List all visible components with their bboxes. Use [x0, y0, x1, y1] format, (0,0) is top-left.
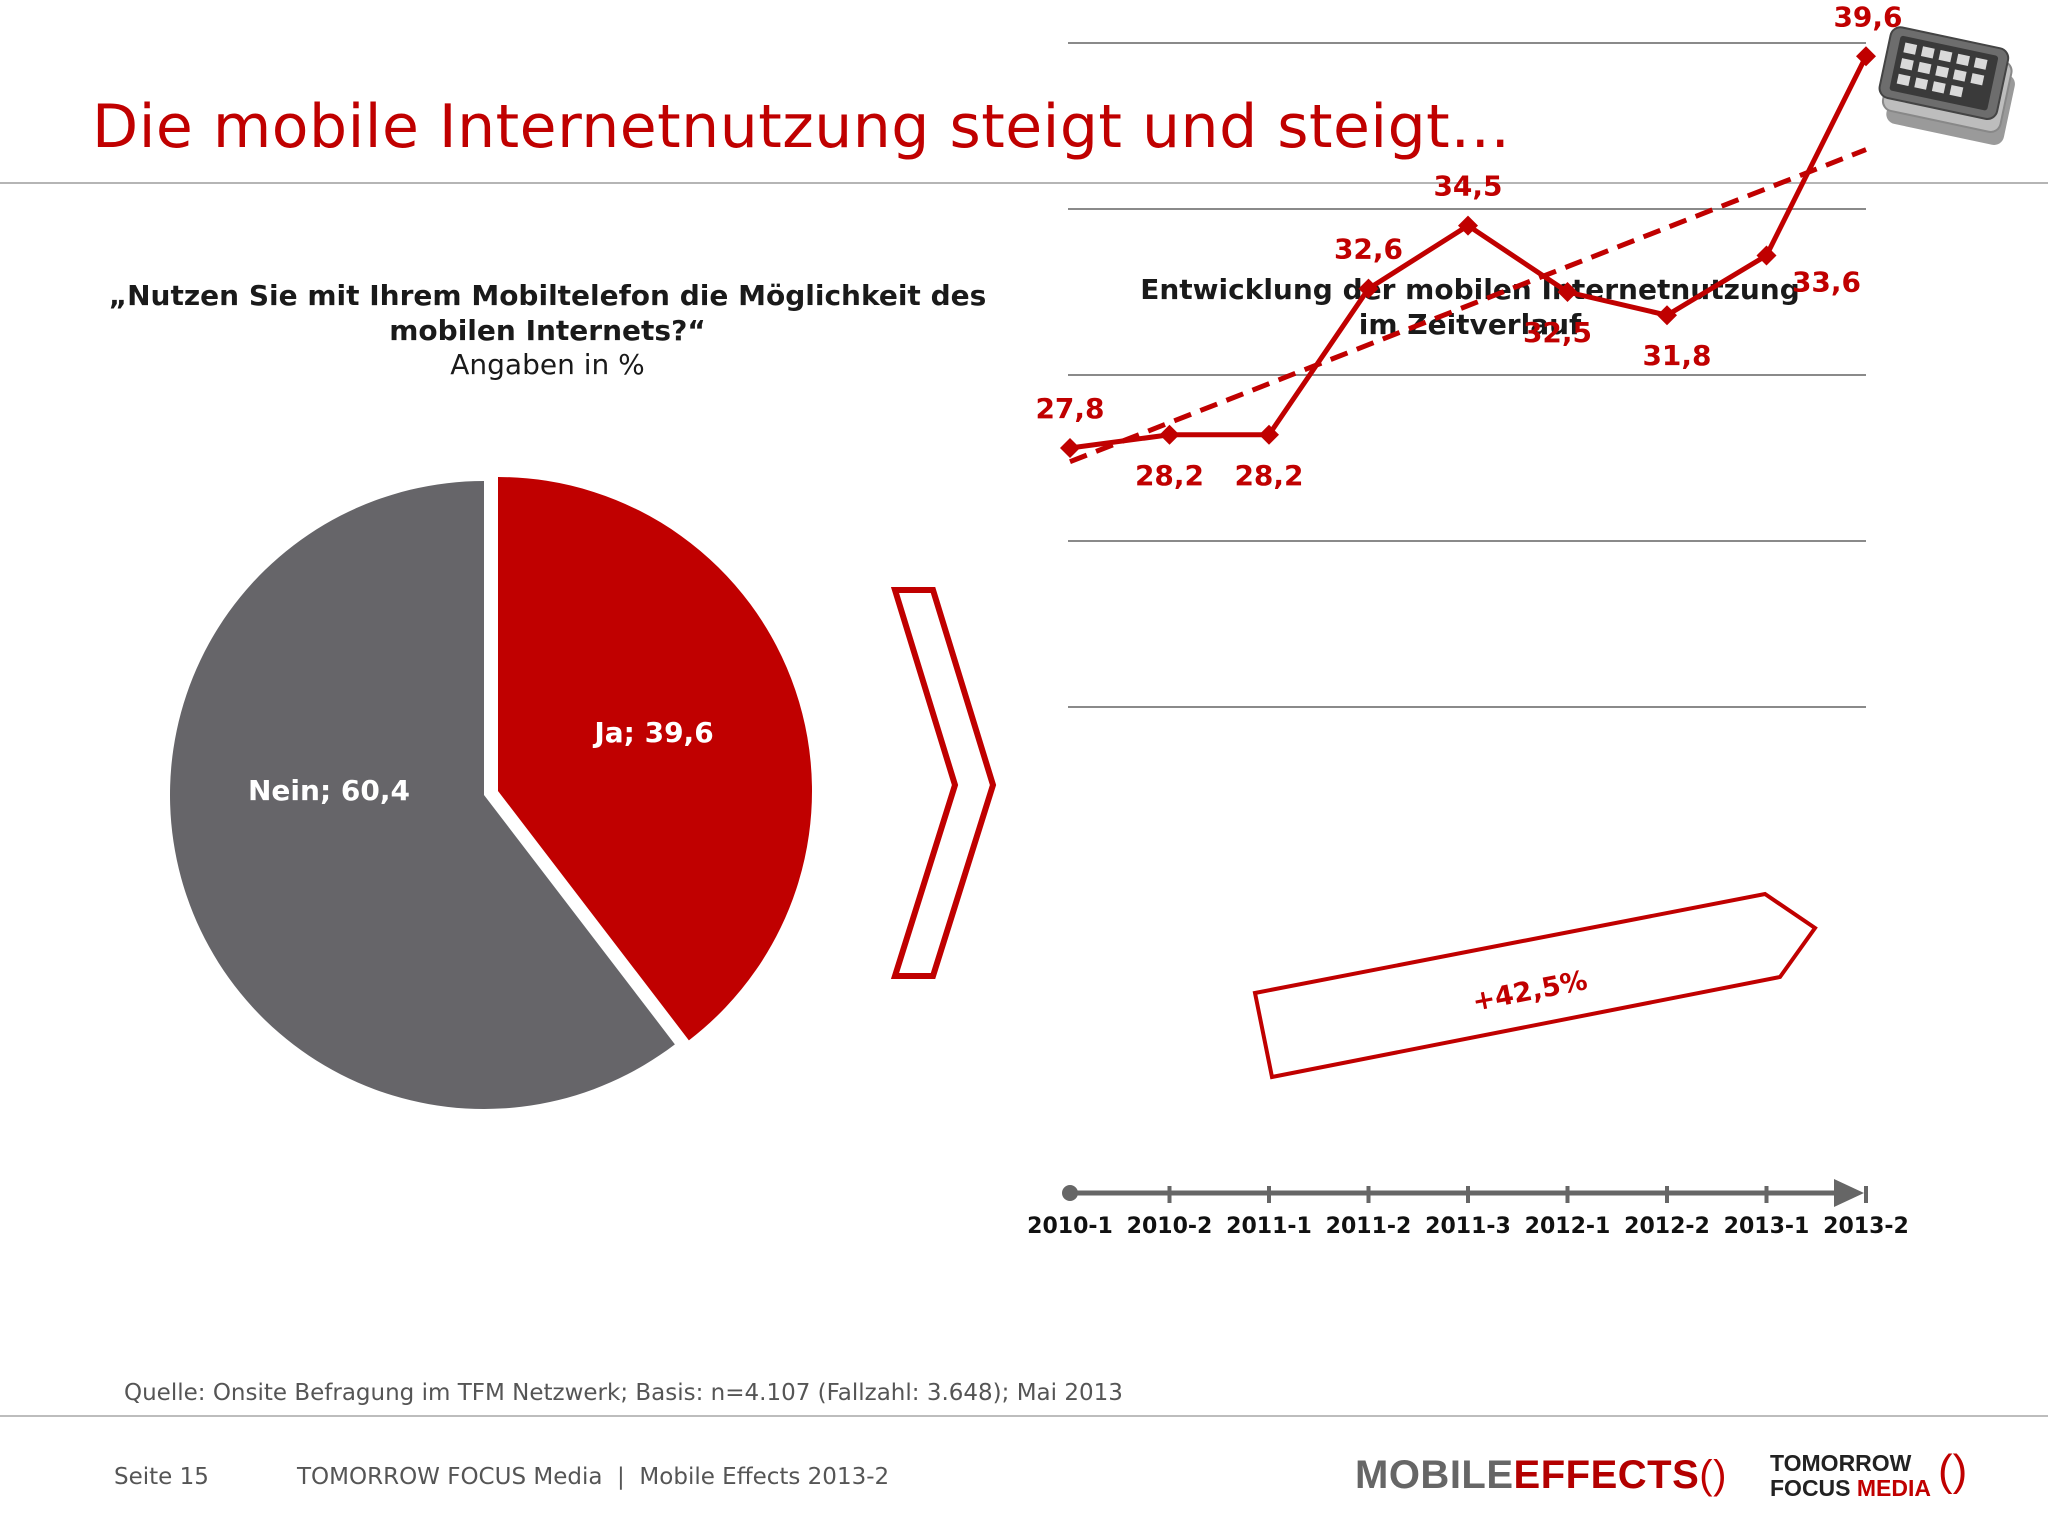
x-axis-start-dot: [1062, 1185, 1078, 1201]
x-axis-arrowhead: [1834, 1179, 1864, 1207]
data-point-marker: [1458, 215, 1478, 236]
x-tick-label: 2013-2: [1823, 1214, 1909, 1239]
data-label: 32,6: [1334, 233, 1403, 266]
pie-slice-nein: [170, 480, 675, 1109]
x-tick-label: 2013-1: [1724, 1214, 1810, 1239]
footer-divider: [0, 1415, 2048, 1417]
x-tick-label: 2010-2: [1127, 1214, 1213, 1239]
data-point-marker: [1856, 46, 1876, 67]
data-markers: [1060, 46, 1876, 459]
mobile-effects-logo: MOBILEEFFECTS(): [1355, 1453, 1727, 1498]
logo-tf-focus: FOCUS: [1770, 1475, 1857, 1501]
data-label: 27,8: [1035, 392, 1104, 425]
data-label: 31,8: [1642, 339, 1711, 372]
data-point-marker: [1557, 282, 1578, 302]
data-label: 32,5: [1523, 316, 1592, 349]
x-tick-label: 2011-3: [1425, 1214, 1511, 1239]
logo-tf-line1: TOMORROW: [1770, 1450, 1912, 1476]
data-point-marker: [1060, 438, 1080, 459]
page-title: Die mobile Internetnutzung steigt und st…: [92, 92, 1511, 162]
data-label: 34,5: [1433, 170, 1502, 203]
x-tick-label: 2011-2: [1326, 1214, 1412, 1239]
data-point-marker: [1358, 278, 1379, 299]
data-point-marker: [1159, 424, 1180, 445]
pie-label-ja: Ja; 39,6: [592, 716, 713, 749]
data-label: 39,6: [1833, 0, 1902, 33]
data-labels: 27,8 28,2 28,2 32,6 34,5 32,5 31,8 33,6 39,6: [1035, 0, 1902, 491]
smartphone-icon: [1878, 26, 2015, 145]
pie-chart: Ja; 39,6 Nein; 60,4: [170, 477, 812, 1109]
growth-arrow: [1252, 891, 1818, 1080]
data-point-marker: [1259, 424, 1279, 445]
gridlines: [1068, 42, 1866, 708]
series-line: [1069, 55, 1869, 451]
header-divider: [0, 182, 2048, 184]
logo-mobile-text: MOBILE: [1355, 1453, 1514, 1497]
pie-subtitle: Angaben in %: [450, 348, 645, 381]
line-chart: +42,5% 27,828,2 28,232,634,532,531,833,63…: [1027, 0, 1909, 1239]
x-tick-labels: 2010-1 2010-2 2011-1 2011-2 2011-3 2012-1 2012…: [1027, 1214, 1909, 1239]
pie-label-nein: Nein; 60,4: [248, 774, 410, 807]
x-tick-label: 2011-1: [1226, 1214, 1312, 1239]
logo-effects-text: EFFECTS: [1513, 1453, 1700, 1497]
logo-paren-icon: (): [1699, 1453, 1727, 1497]
x-tick-label: 2012-2: [1624, 1214, 1710, 1239]
x-tick-label: 2010-1: [1027, 1214, 1113, 1239]
pie-slice-ja: [498, 477, 812, 1041]
data-point-marker: [1657, 305, 1677, 326]
logo-tf-paren-icon: (): [1938, 1446, 1968, 1495]
data-label: 33,6: [1792, 265, 1861, 298]
logo-tf-media: MEDIA: [1856, 1475, 1932, 1501]
footer-brand: TOMORROW FOCUS Media | Mobile Effects 20…: [297, 1464, 890, 1490]
chevron-arrow-icon: [890, 587, 997, 979]
data-label: 28,2: [1234, 459, 1303, 492]
data-label: 28,2: [1135, 459, 1204, 492]
x-axis: [1062, 1179, 1868, 1207]
tomorrow-focus-logo: TOMORROW FOCUS MEDIA: [1770, 1451, 1931, 1501]
source-note: Quelle: Onsite Befragung im TFM Netzwerk…: [124, 1380, 1123, 1406]
pie-question: „Nutzen Sie mit Ihrem Mobiltelefon die M…: [108, 279, 987, 347]
data-point-marker: [1756, 245, 1777, 266]
trend-line: [1069, 147, 1867, 465]
x-ticks: [1167, 1186, 1769, 1203]
x-tick-label: 2012-1: [1525, 1214, 1611, 1239]
page-number: Seite 15: [114, 1464, 209, 1490]
